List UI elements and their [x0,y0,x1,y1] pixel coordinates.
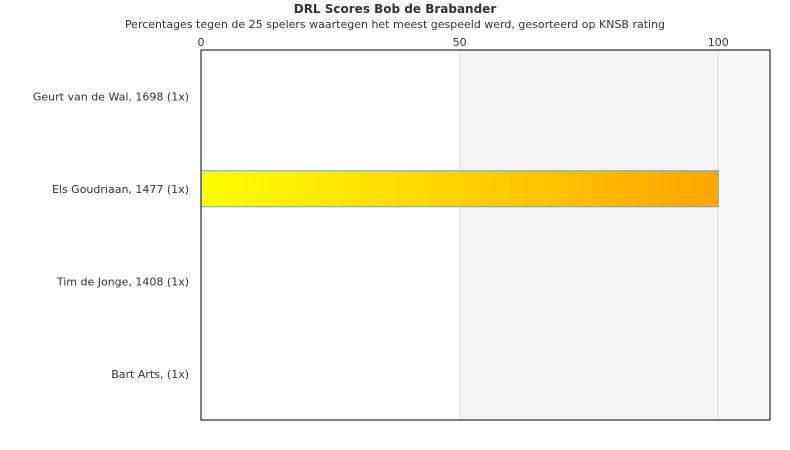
y-category-label: Els Goudriaan, 1477 (1x) [52,183,189,196]
x-tick-label: 50 [453,36,467,49]
bar [200,170,719,208]
plot-band [201,50,460,420]
x-tick-label: 0 [198,36,205,49]
y-category-label: Tim de Jonge, 1408 (1x) [56,275,189,288]
plot-band [718,50,770,420]
y-category-label: Geurt van de Wal, 1698 (1x) [33,90,189,103]
chart-title: DRL Scores Bob de Brabander [293,2,497,16]
x-tick-label: 100 [708,36,729,49]
y-category-label: Bart Arts, (1x) [111,368,189,381]
plot-band [459,50,719,420]
plot-border [200,49,771,421]
chart-subtitle: Percentages tegen de 25 spelers waartege… [124,18,666,31]
